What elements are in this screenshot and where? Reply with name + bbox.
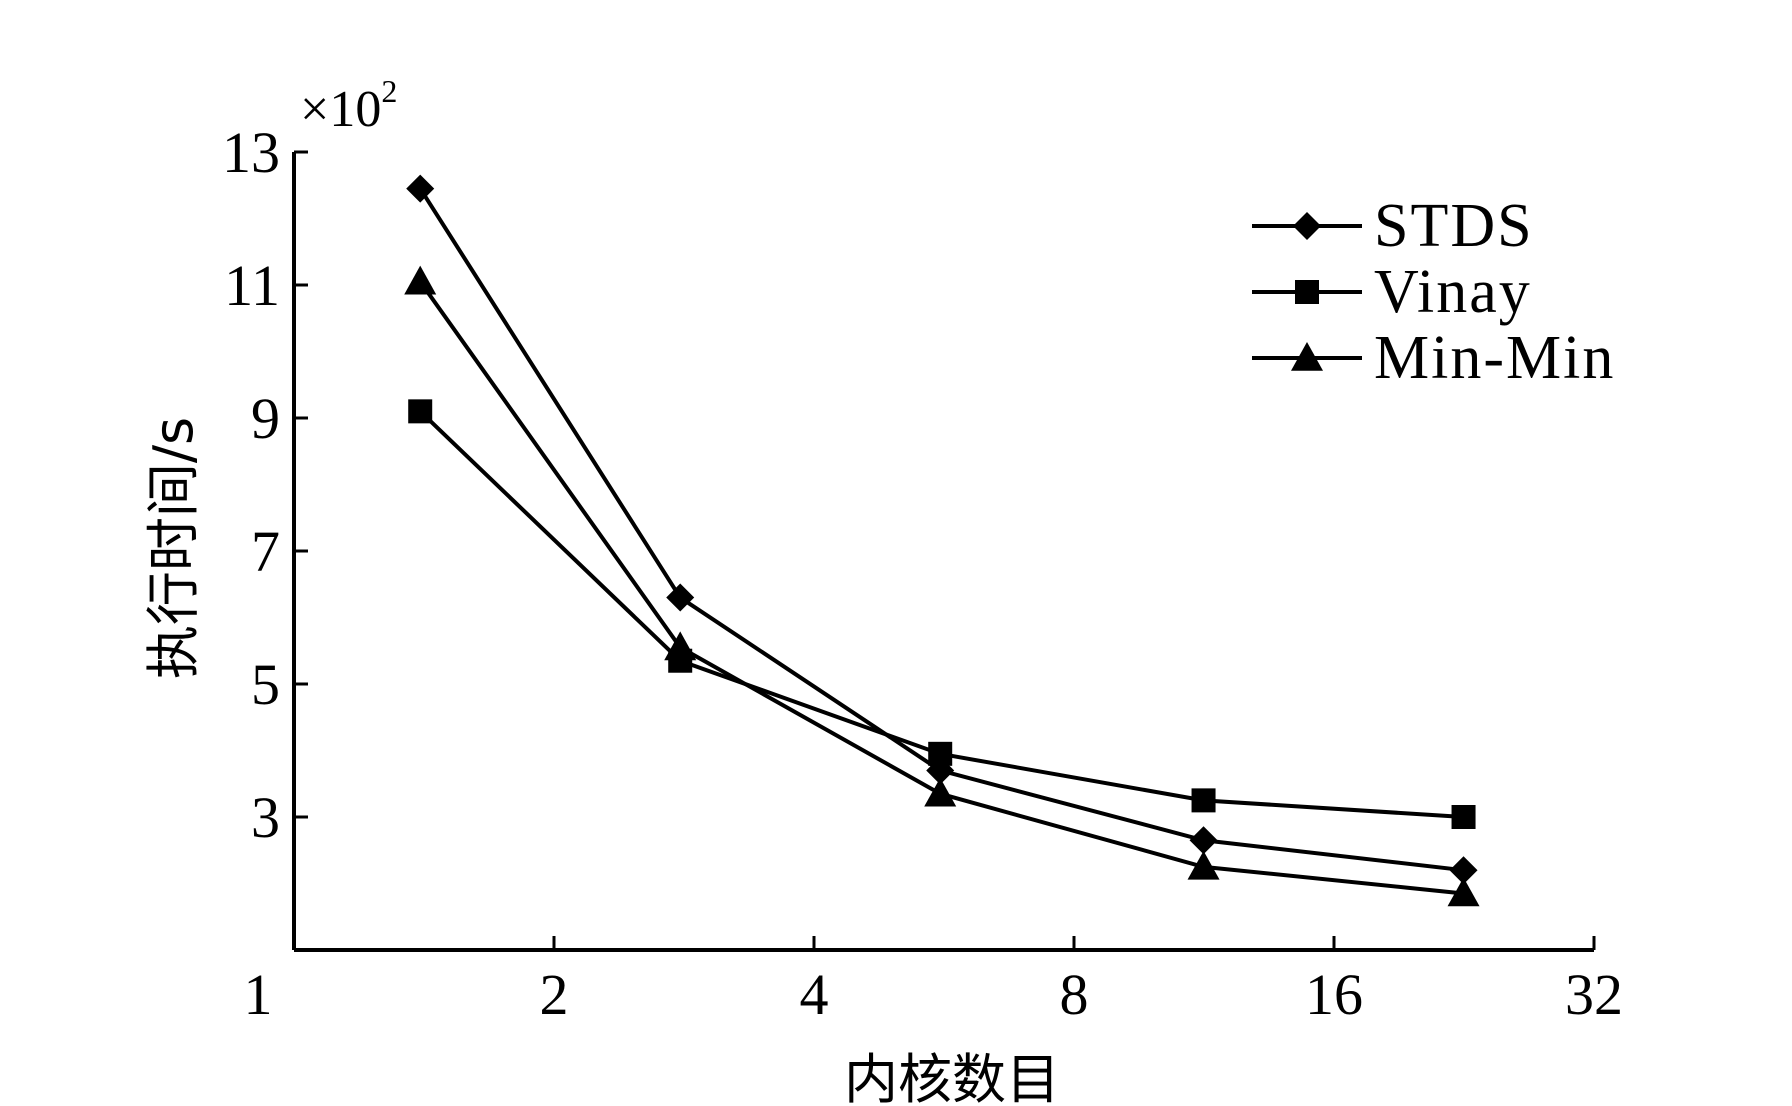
data-point-stds [666, 583, 695, 612]
legend-item-min-min: Min-Min [1252, 324, 1615, 392]
data-point-vinay [1191, 788, 1216, 813]
x-tick-label: 1 [244, 962, 273, 1027]
x-tick-label: 32 [1565, 962, 1623, 1027]
y-multiplier: ×102 [300, 73, 397, 138]
data-point-min-min [1447, 877, 1480, 907]
data-point-min-min [1187, 850, 1220, 880]
legend-item-stds: STDS [1252, 192, 1534, 260]
x-axis-title: 内核数目 [844, 1048, 1060, 1106]
legend-marker-stds [1293, 212, 1321, 240]
data-point-min-min [664, 631, 697, 661]
data-point-min-min [924, 777, 957, 807]
series-vinay [408, 399, 1476, 829]
legend-label-min-min: Min-Min [1374, 324, 1615, 392]
data-point-vinay [408, 399, 433, 424]
y-tick-label: 9 [251, 386, 280, 451]
y-tick-label: 7 [251, 519, 280, 584]
y-axis-title: 执行时间/s [142, 417, 205, 679]
y-multiplier-base: ×10 [300, 81, 381, 138]
x-tick-label: 16 [1305, 962, 1363, 1027]
x-tick-label: 2 [540, 962, 569, 1027]
y-tick-label: 11 [224, 253, 280, 318]
series-min-min [404, 265, 1480, 907]
legend-item-vinay: Vinay [1252, 258, 1532, 326]
data-point-vinay [928, 741, 953, 766]
y-tick-label: 3 [251, 785, 280, 850]
y-tick-label: 13 [222, 120, 280, 185]
series-layer [404, 174, 1480, 907]
y-multiplier-exponent: 2 [381, 73, 397, 109]
data-point-stds [1449, 856, 1478, 885]
legend-label-vinay: Vinay [1374, 258, 1532, 326]
y-tick-label: 5 [251, 652, 280, 717]
x-tick-label: 8 [1060, 962, 1089, 1027]
x-tick-label: 4 [800, 962, 829, 1027]
data-point-stds [1189, 826, 1218, 855]
data-point-vinay [1451, 805, 1476, 829]
data-point-min-min [404, 265, 437, 295]
data-point-stds [406, 174, 435, 203]
series-stds [406, 174, 1478, 885]
legend-marker-vinay [1295, 280, 1319, 304]
legend-marker-min-min [1291, 342, 1323, 371]
ticks: 1 2 4 8 16 32 3 5 7 9 11 13 [222, 120, 1623, 1027]
legend-label-stds: STDS [1374, 192, 1534, 260]
